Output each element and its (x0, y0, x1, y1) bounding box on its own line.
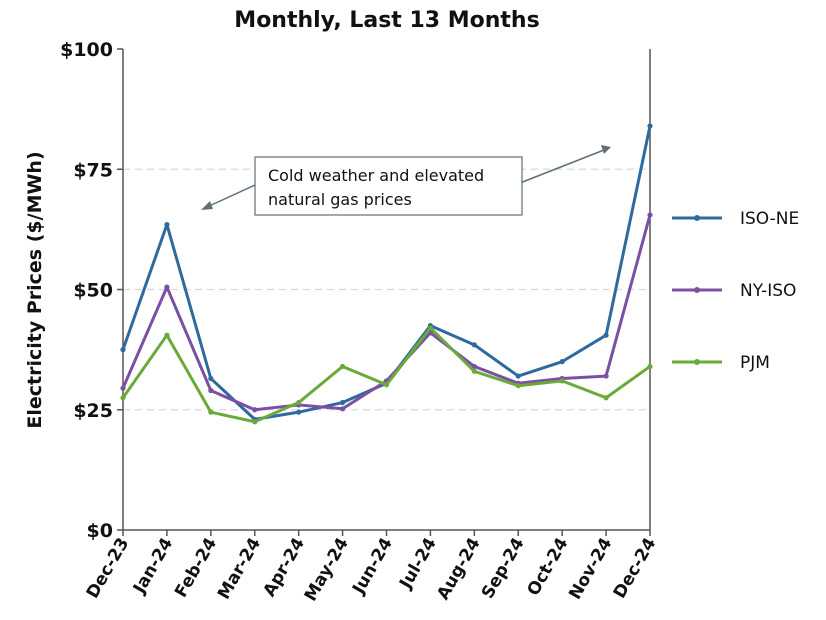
data-point (208, 387, 214, 394)
y-tick-label: $25 (73, 400, 113, 422)
data-point (339, 363, 346, 370)
data-point (208, 375, 214, 382)
data-point (603, 373, 609, 379)
legend: ISO-NE NY-ISO PJM (672, 209, 799, 373)
data-point (559, 378, 565, 384)
annotation-line-1: Cold weather and elevated (268, 166, 484, 185)
x-tick-label: Dec-24 (610, 534, 661, 602)
legend-label: NY-ISO (740, 281, 796, 301)
data-point (471, 363, 477, 370)
data-point (120, 347, 126, 353)
data-point (252, 419, 258, 425)
data-point (339, 399, 346, 406)
x-tick-label: Nov-24 (565, 534, 616, 603)
data-point (471, 368, 477, 374)
data-point (515, 373, 521, 379)
legend-marker (694, 215, 700, 221)
data-point (120, 395, 126, 401)
data-point (427, 325, 434, 331)
data-point (647, 363, 653, 370)
y-tick-label: $100 (60, 39, 113, 61)
x-tick-label: Oct-24 (523, 534, 572, 599)
annotation: Cold weather and elevated natural gas pr… (201, 145, 611, 216)
annotation-arrow-left (206, 184, 256, 208)
data-point (559, 359, 565, 365)
data-point (515, 383, 521, 389)
x-tick-label: Jul-24 (395, 534, 440, 593)
data-point (164, 284, 170, 290)
legend-marker (694, 359, 700, 365)
x-ticks: Dec-23Jan-24Feb-24Mar-24Apr-24May-24Jun-… (83, 530, 661, 605)
annotation-arrowhead-left (201, 201, 213, 210)
x-tick-label: Feb-24 (171, 534, 221, 601)
data-point (603, 395, 609, 401)
x-tick-label: Mar-24 (214, 534, 265, 603)
x-tick-label: Jun-24 (348, 534, 397, 598)
annotation-box (254, 156, 523, 216)
data-point (296, 409, 302, 415)
x-tick-label: Sep-24 (478, 534, 529, 602)
chart-title: Monthly, Last 13 Months (234, 8, 539, 33)
x-tick-label: Aug-24 (433, 534, 484, 603)
data-point (647, 123, 653, 129)
annotation-arrowhead-right (601, 145, 611, 154)
y-tick-label: $50 (73, 280, 113, 302)
x-tick-label: Apr-24 (259, 534, 309, 600)
data-point (296, 399, 302, 406)
data-point (339, 406, 346, 412)
y-axis-label: Electricity Prices ($/MWh) (24, 151, 46, 428)
y-tick-label: $75 (73, 159, 113, 181)
data-point (164, 332, 170, 338)
data-point (471, 342, 477, 348)
annotation-line-2: natural gas prices (268, 190, 412, 209)
y-ticks: $0 $25 $50 $75 $100 (60, 39, 123, 542)
series-line-pjm (121, 326, 651, 424)
annotation-arrow-right (519, 149, 605, 184)
data-point (208, 409, 214, 415)
data-point (164, 221, 170, 228)
x-tick-label: Jan-24 (129, 534, 177, 598)
legend-marker (694, 287, 700, 293)
series-lines (120, 123, 653, 425)
data-point (647, 212, 653, 218)
data-point (603, 332, 609, 338)
legend-label: PJM (740, 353, 770, 373)
x-tick-label: Dec-23 (83, 535, 134, 603)
data-point (252, 407, 258, 413)
legend-label: ISO-NE (740, 209, 799, 229)
y-tick-label: $0 (87, 520, 113, 542)
data-point (383, 382, 390, 388)
data-point (120, 385, 126, 391)
